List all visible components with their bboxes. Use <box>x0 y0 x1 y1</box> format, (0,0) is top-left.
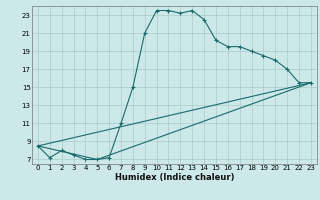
X-axis label: Humidex (Indice chaleur): Humidex (Indice chaleur) <box>115 173 234 182</box>
